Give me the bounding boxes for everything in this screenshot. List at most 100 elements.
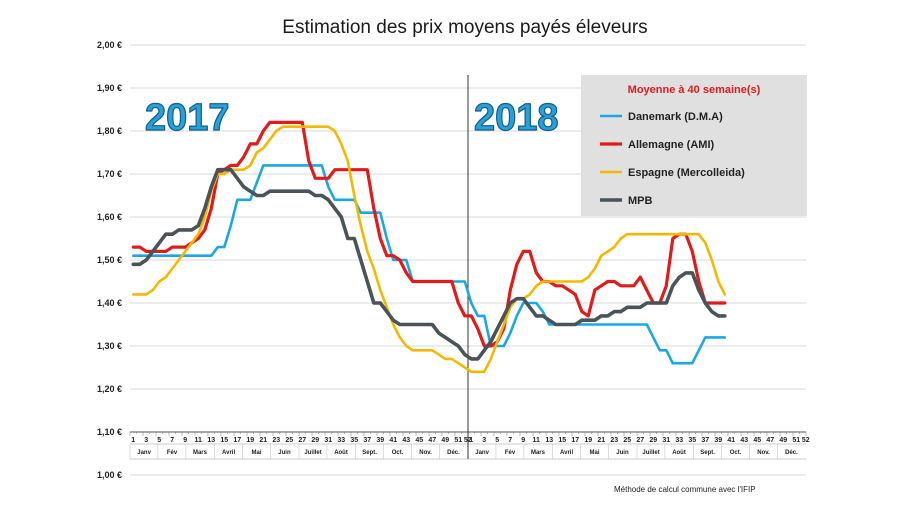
- x-tick-label: 39: [714, 437, 722, 444]
- month-label: Fév: [167, 450, 178, 456]
- month-label: Juin: [616, 450, 629, 456]
- x-tick-label: 31: [662, 437, 670, 444]
- x-tick-label: 17: [233, 437, 241, 444]
- x-tick-label: 51: [792, 437, 800, 444]
- y-tick-label: 1,50 €: [97, 255, 122, 265]
- month-label: Déc.: [447, 450, 460, 456]
- x-tick-label: 15: [558, 437, 566, 444]
- legend-label: MPB: [628, 195, 653, 207]
- x-tick-label: 9: [521, 437, 525, 444]
- x-tick-label: 43: [740, 437, 748, 444]
- month-label: Sept.: [700, 450, 715, 456]
- x-tick-label: 21: [597, 437, 605, 444]
- month-label: Juin: [278, 450, 291, 456]
- month-label: Avril: [560, 450, 573, 456]
- month-label: Janv: [475, 450, 489, 456]
- x-tick-label: 29: [649, 437, 657, 444]
- y-tick-label: 2,00 €: [97, 40, 122, 50]
- x-tick-label: 39: [376, 437, 384, 444]
- x-tick-label: 41: [389, 437, 397, 444]
- x-tick-label: 11: [533, 437, 541, 444]
- y-tick-label: 1,10 €: [97, 427, 122, 437]
- x-tick-label: 31: [324, 437, 332, 444]
- x-tick-label: 47: [766, 437, 774, 444]
- x-tick-label: 15: [220, 437, 228, 444]
- chart-title: Estimation des prix moyens payés éleveur…: [282, 17, 647, 38]
- x-tick-label: 33: [337, 437, 345, 444]
- y-tick-label: 1,40 €: [97, 298, 122, 308]
- x-tick-label: 13: [545, 437, 553, 444]
- x-tick-label: 35: [350, 437, 358, 444]
- legend: Moyenne à 40 semaine(s) Danemark (D.M.A) A…: [581, 75, 807, 216]
- series-lines: [131, 120, 727, 374]
- month-label: Août: [334, 450, 348, 456]
- month-label: Mai: [590, 450, 600, 456]
- month-label: Sept.: [362, 450, 377, 456]
- month-label: Oct.: [730, 450, 742, 456]
- x-tick-label: 27: [298, 437, 306, 444]
- month-label: Juillet: [304, 450, 321, 456]
- x-axis: 1 3 5 7 9 11 13 15 17 19 21 23 25 27 29 31 33 35 37 39 41 43 4…: [129, 75, 810, 460]
- y-tick-label: 1,20 €: [97, 384, 122, 394]
- y-tick-label: 1,90 €: [97, 83, 122, 93]
- y-tick-label: 1,80 €: [97, 126, 122, 136]
- x-tick-label: 7: [170, 437, 174, 444]
- x-tick-label: 49: [779, 437, 787, 444]
- month-label: Mars: [531, 450, 546, 456]
- x-tick-label: 17: [571, 437, 579, 444]
- series-line-allemagne: [131, 120, 727, 348]
- y-tick-label: 1,60 €: [97, 212, 122, 222]
- footnote: Méthode de calcul commune avec l'IFIP: [614, 485, 756, 494]
- x-tick-label: 7: [508, 437, 512, 444]
- x-tick-label: 37: [701, 437, 709, 444]
- x-tick-label: 23: [272, 437, 280, 444]
- y-tick-label: 1,30 €: [97, 341, 122, 351]
- x-tick-label: 47: [428, 437, 436, 444]
- month-label: Mars: [193, 450, 208, 456]
- x-tick-label: 33: [675, 437, 683, 444]
- x-tick-label: 1: [469, 437, 473, 444]
- month-label: Mai: [252, 450, 262, 456]
- x-tick-label: 27: [636, 437, 644, 444]
- series-line-mpb: [131, 167, 727, 361]
- year-label-2017: 2017: [145, 97, 230, 139]
- legend-label: Espagne (Mercolleida): [628, 167, 745, 179]
- y-axis: 1,00 € 1,10 € 1,20 € 1,30 € 1,40 € 1,50 € 1,60…: [97, 40, 122, 480]
- x-tick-label: 35: [688, 437, 696, 444]
- x-tick-label: 21: [259, 437, 267, 444]
- legend-label: Danemark (D.M.A): [628, 111, 723, 123]
- month-label: Oct.: [392, 450, 404, 456]
- legend-label: Allemagne (AMI): [628, 139, 715, 151]
- month-label: Déc.: [785, 450, 798, 456]
- month-label: Août: [672, 450, 686, 456]
- x-tick-label: 19: [584, 437, 592, 444]
- y-tick-label: 1,00 €: [97, 470, 122, 480]
- year-labels: 2017 2018: [144, 96, 559, 139]
- x-tick-label: 11: [195, 437, 203, 444]
- x-tick-label: 43: [402, 437, 410, 444]
- x-tick-label: 51: [454, 437, 462, 444]
- x-tick-label: 45: [415, 437, 423, 444]
- x-tick-label: 37: [363, 437, 371, 444]
- x-tick-label: 5: [157, 437, 161, 444]
- month-label: Fév: [505, 450, 516, 456]
- x-tick-label: 29: [311, 437, 319, 444]
- x-tick-label: 49: [441, 437, 449, 444]
- x-tick-label: 19: [246, 437, 254, 444]
- month-label: Avril: [222, 450, 235, 456]
- x-tick-label: 41: [727, 437, 735, 444]
- x-tick-label: 25: [623, 437, 631, 444]
- month-label: Juillet: [642, 450, 659, 456]
- y-tick-label: 1,70 €: [97, 169, 122, 179]
- x-tick-label: 9: [183, 437, 187, 444]
- month-label: Nov.: [419, 450, 432, 456]
- x-tick-label: 23: [610, 437, 618, 444]
- x-tick-label: 25: [285, 437, 293, 444]
- x-tick-label: 3: [482, 437, 486, 444]
- x-tick-label: 45: [753, 437, 761, 444]
- x-tick-label: 13: [207, 437, 215, 444]
- x-tick-label: 5: [495, 437, 499, 444]
- x-tick-label: 52: [802, 437, 810, 444]
- legend-header: Moyenne à 40 semaine(s): [628, 84, 761, 96]
